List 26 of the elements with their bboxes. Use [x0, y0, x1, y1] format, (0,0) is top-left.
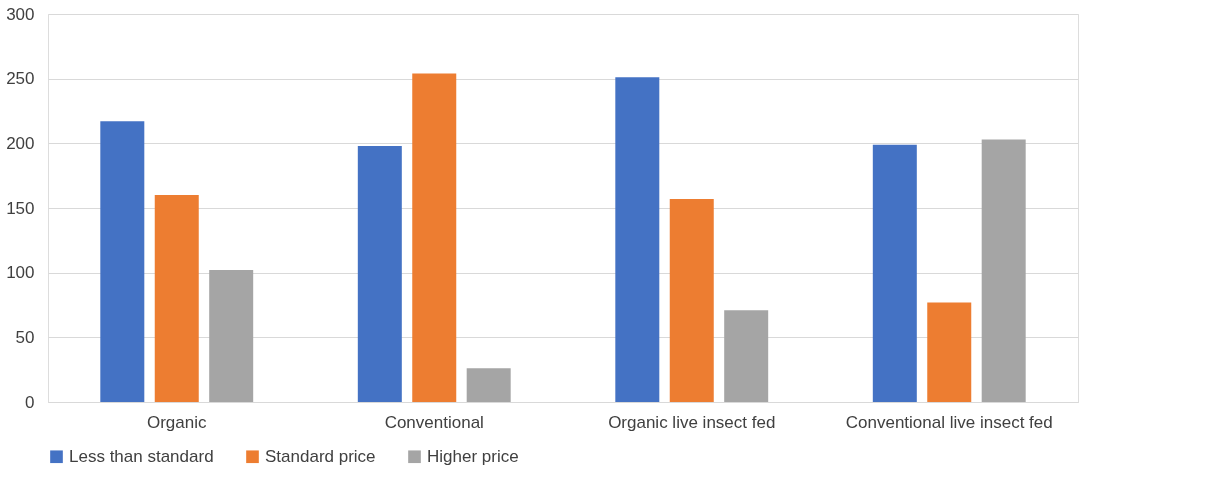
bar	[927, 302, 972, 402]
y-tick-label: 300	[6, 4, 35, 24]
x-tick-label: Organic live insect fed	[608, 412, 776, 432]
bar	[209, 270, 254, 402]
bar	[412, 73, 457, 402]
y-tick-label: 250	[6, 69, 35, 89]
y-tick-label: 150	[6, 198, 35, 218]
legend-label: Standard price	[265, 446, 376, 466]
y-tick-label: 0	[25, 392, 35, 412]
bar	[872, 144, 917, 402]
legend-label: Less than standard	[69, 446, 214, 466]
bar	[981, 139, 1026, 402]
y-tick-label: 200	[6, 133, 35, 153]
bar	[154, 195, 199, 402]
bar	[669, 198, 714, 402]
bar	[357, 145, 402, 402]
bar	[615, 77, 660, 402]
bar	[466, 368, 511, 402]
bar	[100, 121, 145, 402]
x-tick-label: Conventional	[384, 412, 484, 432]
y-tick-label: 50	[15, 327, 35, 347]
y-tick-label: 100	[6, 263, 35, 283]
legend-label: Higher price	[427, 446, 519, 466]
x-tick-label: Organic	[146, 412, 208, 432]
x-tick-label: Conventional live insect fed	[845, 412, 1053, 432]
bar	[724, 310, 769, 402]
